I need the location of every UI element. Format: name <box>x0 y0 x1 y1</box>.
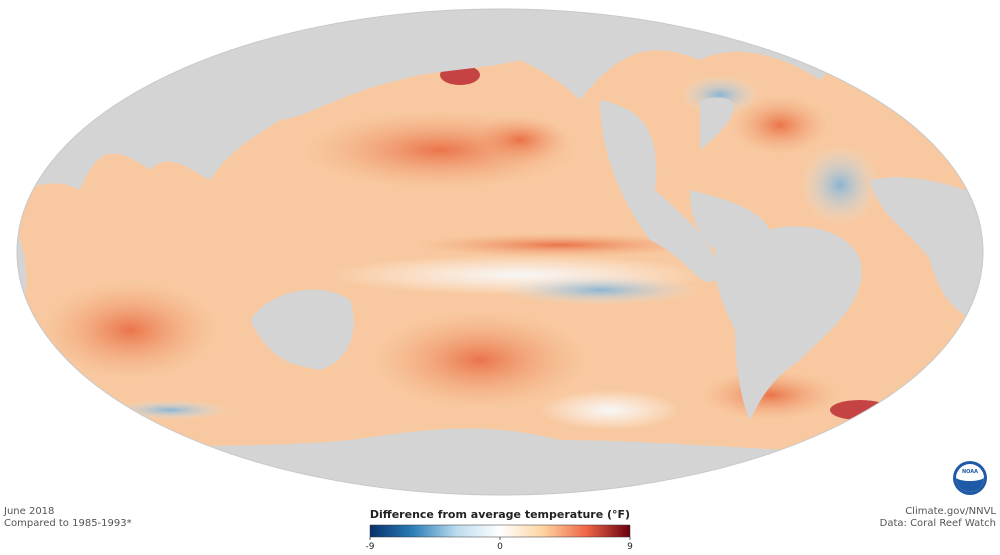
legend: Difference from average temperature (°F)… <box>366 508 634 552</box>
color-bar <box>369 524 631 538</box>
noaa-logo: NOAA <box>953 461 987 495</box>
logo-text: NOAA <box>962 469 978 475</box>
globe-outline <box>16 8 984 496</box>
caption-baseline: Compared to 1985-1993* <box>4 518 132 529</box>
caption-date: June 2018 <box>3 506 54 517</box>
legend-title: Difference from average temperature (°F) <box>370 508 630 521</box>
credit-source: Climate.gov/NNVL <box>905 506 996 517</box>
legend-tick-label: 9 <box>627 542 633 552</box>
legend-tick-label: 0 <box>497 542 503 552</box>
credit-data: Data: Coral Reef Watch <box>880 518 996 529</box>
legend-tick-label: -9 <box>366 542 375 552</box>
